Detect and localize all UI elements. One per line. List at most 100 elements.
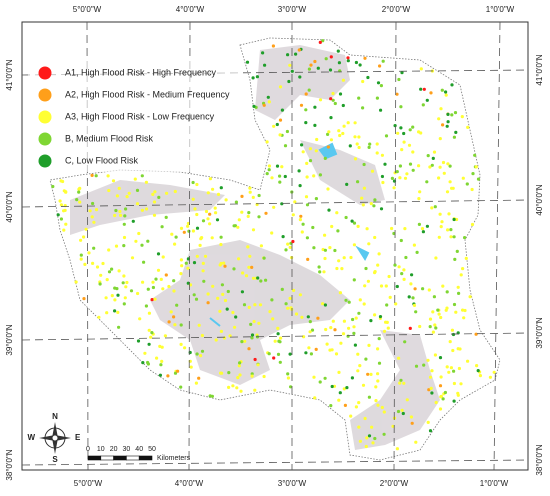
station-dot xyxy=(153,297,157,301)
station-dot xyxy=(420,227,425,231)
station-dot xyxy=(385,320,389,324)
station-dot xyxy=(337,259,341,263)
station-dot xyxy=(402,140,406,144)
station-dot xyxy=(312,174,316,178)
station-dot xyxy=(397,265,401,269)
station-dot xyxy=(312,246,316,250)
station-dot xyxy=(106,174,110,178)
station-dot xyxy=(153,190,157,194)
station-dot xyxy=(399,126,403,130)
station-dot xyxy=(140,243,144,247)
station-dot xyxy=(430,391,434,395)
lon-label-top: 3°0'0"W xyxy=(278,5,307,14)
station-dot xyxy=(124,285,128,289)
station-dot xyxy=(288,352,292,356)
station-dot xyxy=(346,56,350,60)
station-dot xyxy=(403,227,407,231)
station-dot xyxy=(326,187,330,191)
station-dot xyxy=(252,319,256,324)
station-dot xyxy=(382,410,386,414)
station-dot xyxy=(245,60,250,64)
station-dot xyxy=(377,361,382,365)
station-dot xyxy=(256,276,260,280)
station-dot xyxy=(437,235,441,239)
station-dot xyxy=(261,51,265,55)
station-dot xyxy=(167,320,171,324)
station-dot xyxy=(161,255,165,259)
station-dot xyxy=(247,211,251,215)
station-dot xyxy=(337,370,341,374)
station-dot xyxy=(150,298,154,302)
station-dot xyxy=(262,103,266,107)
station-dot xyxy=(433,323,437,327)
lat-label-right: 38°0'0"N xyxy=(535,444,544,475)
station-dot xyxy=(78,186,82,190)
station-dot xyxy=(157,195,161,199)
scale-tick-label: 50 xyxy=(148,446,156,453)
station-dot xyxy=(386,326,390,330)
station-dot xyxy=(250,374,254,378)
station-dot xyxy=(452,369,456,373)
station-dot xyxy=(383,162,387,166)
station-dot xyxy=(141,361,145,365)
station-dot xyxy=(131,219,135,223)
flood-zone xyxy=(255,45,350,120)
station-dot xyxy=(290,69,294,73)
station-dot xyxy=(373,235,377,240)
station-dot xyxy=(331,91,335,96)
station-dot xyxy=(97,315,101,319)
station-dot xyxy=(231,310,235,315)
station-dot xyxy=(206,301,210,305)
reservoir xyxy=(209,317,221,327)
station-dot xyxy=(436,308,440,312)
station-dot xyxy=(418,190,422,194)
legend-label: A2, High Flood Risk - Medium Frequency xyxy=(65,89,230,99)
station-dot xyxy=(293,200,297,204)
meridian xyxy=(86,21,89,471)
station-dot xyxy=(64,190,68,194)
station-dot xyxy=(304,92,308,96)
station-dot xyxy=(452,381,456,386)
station-dot xyxy=(191,197,195,201)
station-dot xyxy=(208,222,212,226)
station-dot xyxy=(151,280,155,284)
station-dot xyxy=(78,200,82,204)
station-dot xyxy=(305,175,309,179)
station-dot xyxy=(402,277,406,281)
station-dot xyxy=(488,375,492,379)
station-dot xyxy=(238,373,242,377)
station-dot xyxy=(159,363,163,367)
station-dot xyxy=(337,398,341,402)
station-dot xyxy=(227,371,231,375)
station-dot xyxy=(124,207,128,211)
scale-segment xyxy=(87,455,102,461)
station-dot xyxy=(326,145,330,149)
station-dot xyxy=(91,261,95,265)
station-dot xyxy=(121,281,125,285)
station-dot xyxy=(456,285,460,289)
station-dot xyxy=(107,188,111,193)
station-dot xyxy=(360,196,364,200)
station-dot xyxy=(376,372,380,376)
station-dot xyxy=(463,308,467,313)
station-dot xyxy=(160,225,164,229)
station-dot xyxy=(117,325,121,329)
station-dot xyxy=(349,414,353,418)
station-dot xyxy=(354,405,358,409)
station-dot xyxy=(357,425,361,429)
station-dot xyxy=(430,206,434,210)
station-dot xyxy=(264,278,268,282)
station-dot xyxy=(367,395,371,399)
station-dot xyxy=(402,268,406,272)
station-dot xyxy=(379,108,383,112)
station-dot xyxy=(195,352,199,356)
station-dot xyxy=(300,315,304,319)
station-dot xyxy=(384,284,388,288)
station-dot xyxy=(286,372,290,376)
station-dot xyxy=(251,228,256,232)
station-dot xyxy=(357,401,361,405)
station-dot xyxy=(304,195,309,199)
station-dot xyxy=(146,360,150,365)
station-dot xyxy=(241,271,245,275)
station-dot xyxy=(193,207,197,211)
